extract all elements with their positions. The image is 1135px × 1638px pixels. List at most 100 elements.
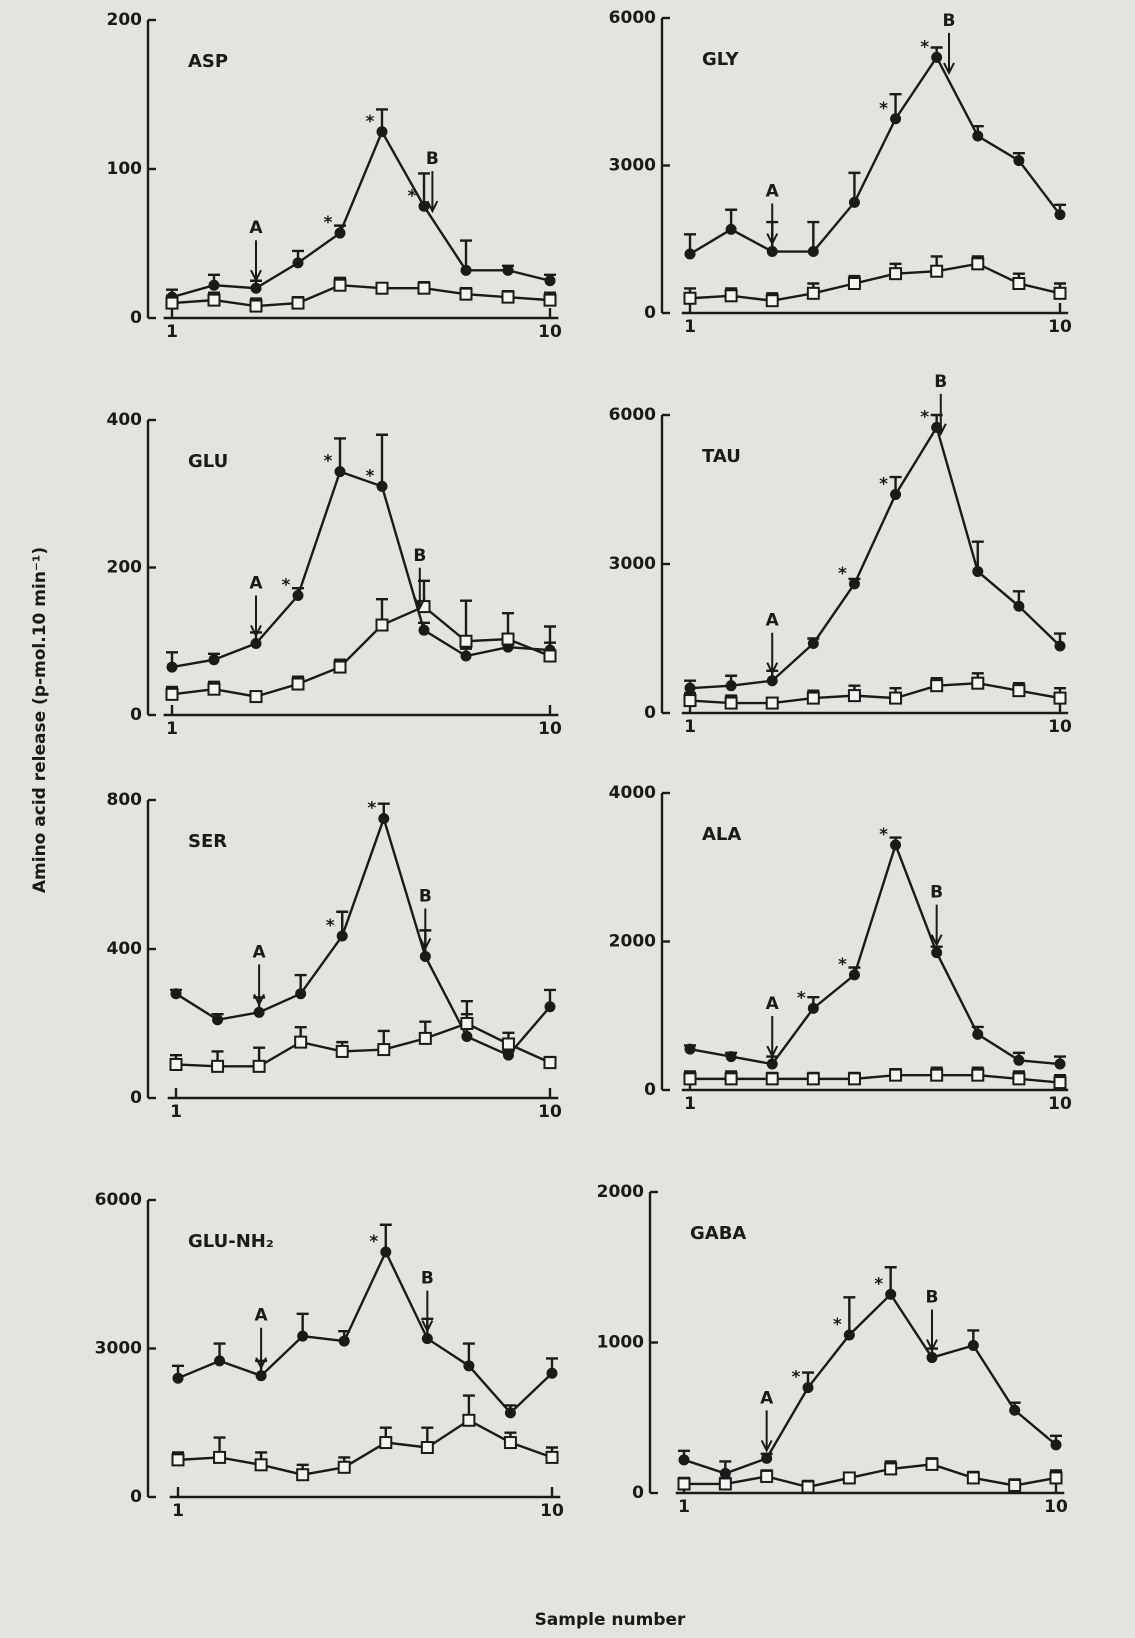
annotation-arrow <box>421 1290 434 1333</box>
point <box>461 1031 473 1043</box>
point <box>417 281 431 295</box>
panel-title: GLU <box>188 451 228 472</box>
point <box>460 264 472 276</box>
point <box>1054 209 1066 221</box>
point <box>926 1352 938 1364</box>
point <box>544 275 556 287</box>
significance-star: * <box>879 99 888 119</box>
point <box>806 1072 820 1086</box>
series-line <box>177 1249 553 1415</box>
annotation-arrow <box>760 1410 773 1453</box>
point <box>842 1471 856 1485</box>
point <box>292 590 304 602</box>
point <box>802 1382 814 1394</box>
point <box>684 682 696 694</box>
y-tick-label: 400 <box>107 939 143 959</box>
series-line <box>689 681 1061 705</box>
significance-star: * <box>833 1315 842 1335</box>
series-line <box>684 1463 1057 1489</box>
annotation-arrow <box>255 1327 268 1370</box>
series-line <box>177 1418 553 1476</box>
point <box>418 1031 432 1045</box>
point <box>1054 1058 1066 1070</box>
point <box>292 257 304 269</box>
point <box>718 1477 732 1491</box>
x-tick-label: 1 <box>166 322 178 342</box>
point <box>972 1028 984 1040</box>
point <box>884 1462 898 1476</box>
point <box>296 1468 310 1482</box>
point <box>677 1477 691 1491</box>
panel-title: ALA <box>702 824 741 845</box>
y-tick-label: 100 <box>107 159 143 179</box>
point <box>297 1330 309 1342</box>
point <box>207 293 221 307</box>
annotation-label: B <box>426 149 439 169</box>
series-line <box>683 1292 1057 1475</box>
significance-star: * <box>797 988 806 1008</box>
point <box>208 654 220 666</box>
series-line <box>689 841 1061 1066</box>
point <box>502 1049 514 1061</box>
significance-star: * <box>838 564 847 584</box>
point <box>334 466 346 478</box>
y-tick-label: 3000 <box>609 156 656 176</box>
point <box>376 480 388 492</box>
significance-star: * <box>324 452 333 472</box>
point <box>459 634 473 648</box>
x-tick-label: 1 <box>172 1501 184 1521</box>
x-tick-label: 1 <box>684 1094 696 1114</box>
point <box>724 1072 738 1086</box>
point <box>931 51 943 63</box>
point <box>543 649 557 663</box>
series-line <box>171 470 551 669</box>
point <box>806 691 820 705</box>
point <box>848 196 860 208</box>
significance-star: * <box>879 825 888 845</box>
point <box>1053 691 1067 705</box>
point <box>462 1413 476 1427</box>
annotation-arrow <box>766 632 779 675</box>
point <box>253 1006 265 1018</box>
significance-star: * <box>367 799 376 819</box>
point <box>885 1288 897 1300</box>
point <box>254 1458 268 1472</box>
point <box>765 294 779 308</box>
point <box>890 839 902 851</box>
point <box>930 1068 944 1082</box>
point <box>503 1436 517 1450</box>
point <box>890 113 902 125</box>
significance-star: * <box>324 213 333 233</box>
y-tick-label: 6000 <box>95 1190 142 1210</box>
annotation-label: B <box>930 883 943 903</box>
point <box>165 687 179 701</box>
point <box>338 1335 350 1347</box>
point <box>889 691 903 705</box>
point <box>207 682 221 696</box>
panel-title: TAU <box>702 446 741 467</box>
point <box>765 696 779 710</box>
point <box>1049 1471 1063 1485</box>
point <box>294 1035 308 1049</box>
point <box>376 126 388 138</box>
annotation-arrow <box>250 595 262 638</box>
panel-title: GLU-NH₂ <box>188 1231 274 1252</box>
x-tick-label: 1 <box>166 719 178 739</box>
point <box>421 1333 433 1345</box>
annotation-arrow <box>419 908 432 951</box>
significance-star: * <box>920 407 929 427</box>
significance-star: * <box>838 955 847 975</box>
y-tick-label: 0 <box>644 1080 656 1100</box>
series-line <box>689 424 1061 690</box>
point <box>380 1246 392 1258</box>
annotation-arrow <box>426 171 439 214</box>
point <box>255 1370 267 1382</box>
annotation-arrow <box>413 567 426 611</box>
point <box>847 689 861 703</box>
y-tick-label: 800 <box>107 790 143 810</box>
point <box>807 246 819 258</box>
annotation-label: A <box>249 573 263 593</box>
x-tick-label: 10 <box>1048 1094 1072 1114</box>
point <box>1013 600 1025 612</box>
y-tick-label: 3000 <box>609 554 656 574</box>
